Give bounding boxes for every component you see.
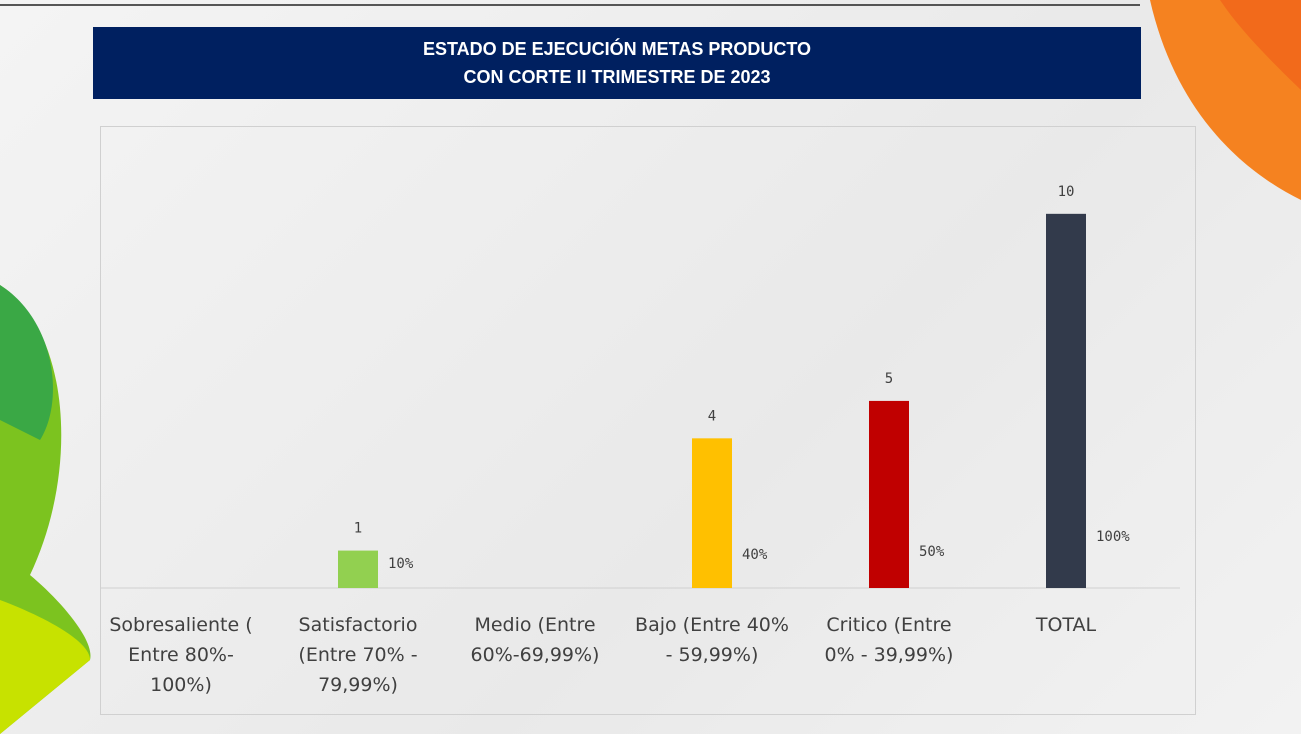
- x-tick-label: Critico (Entre 0% - 39,99%): [824, 614, 954, 666]
- bar: [1046, 213, 1086, 589]
- bar: [869, 400, 909, 588]
- value-label: 1: [354, 521, 362, 537]
- x-tick-label: Medio (Entre 60%-69,99%): [470, 614, 600, 666]
- value-label: 5: [885, 371, 893, 387]
- x-tick-label: Sobresaliente ( Entre 80%- 100%): [109, 614, 253, 696]
- percent-label: 100%: [1096, 529, 1130, 545]
- percent-label: 40%: [742, 547, 768, 563]
- chart-title: ESTADO DE EJECUCIÓN METAS PRODUCTO CON C…: [93, 27, 1141, 99]
- percent-label: 10%: [388, 556, 414, 572]
- percent-label: 50%: [919, 544, 945, 560]
- value-label: 4: [708, 408, 716, 424]
- x-tick-label: Bajo (Entre 40% - 59,99%): [635, 614, 789, 666]
- bar: [692, 438, 732, 588]
- value-label: 10: [1058, 184, 1075, 200]
- x-tick-label: Satisfactorio (Entre 70% - 79,99%): [298, 614, 418, 696]
- x-tick-label: TOTAL: [1035, 614, 1097, 636]
- bar: [338, 550, 378, 588]
- plot-area: [100, 126, 1196, 715]
